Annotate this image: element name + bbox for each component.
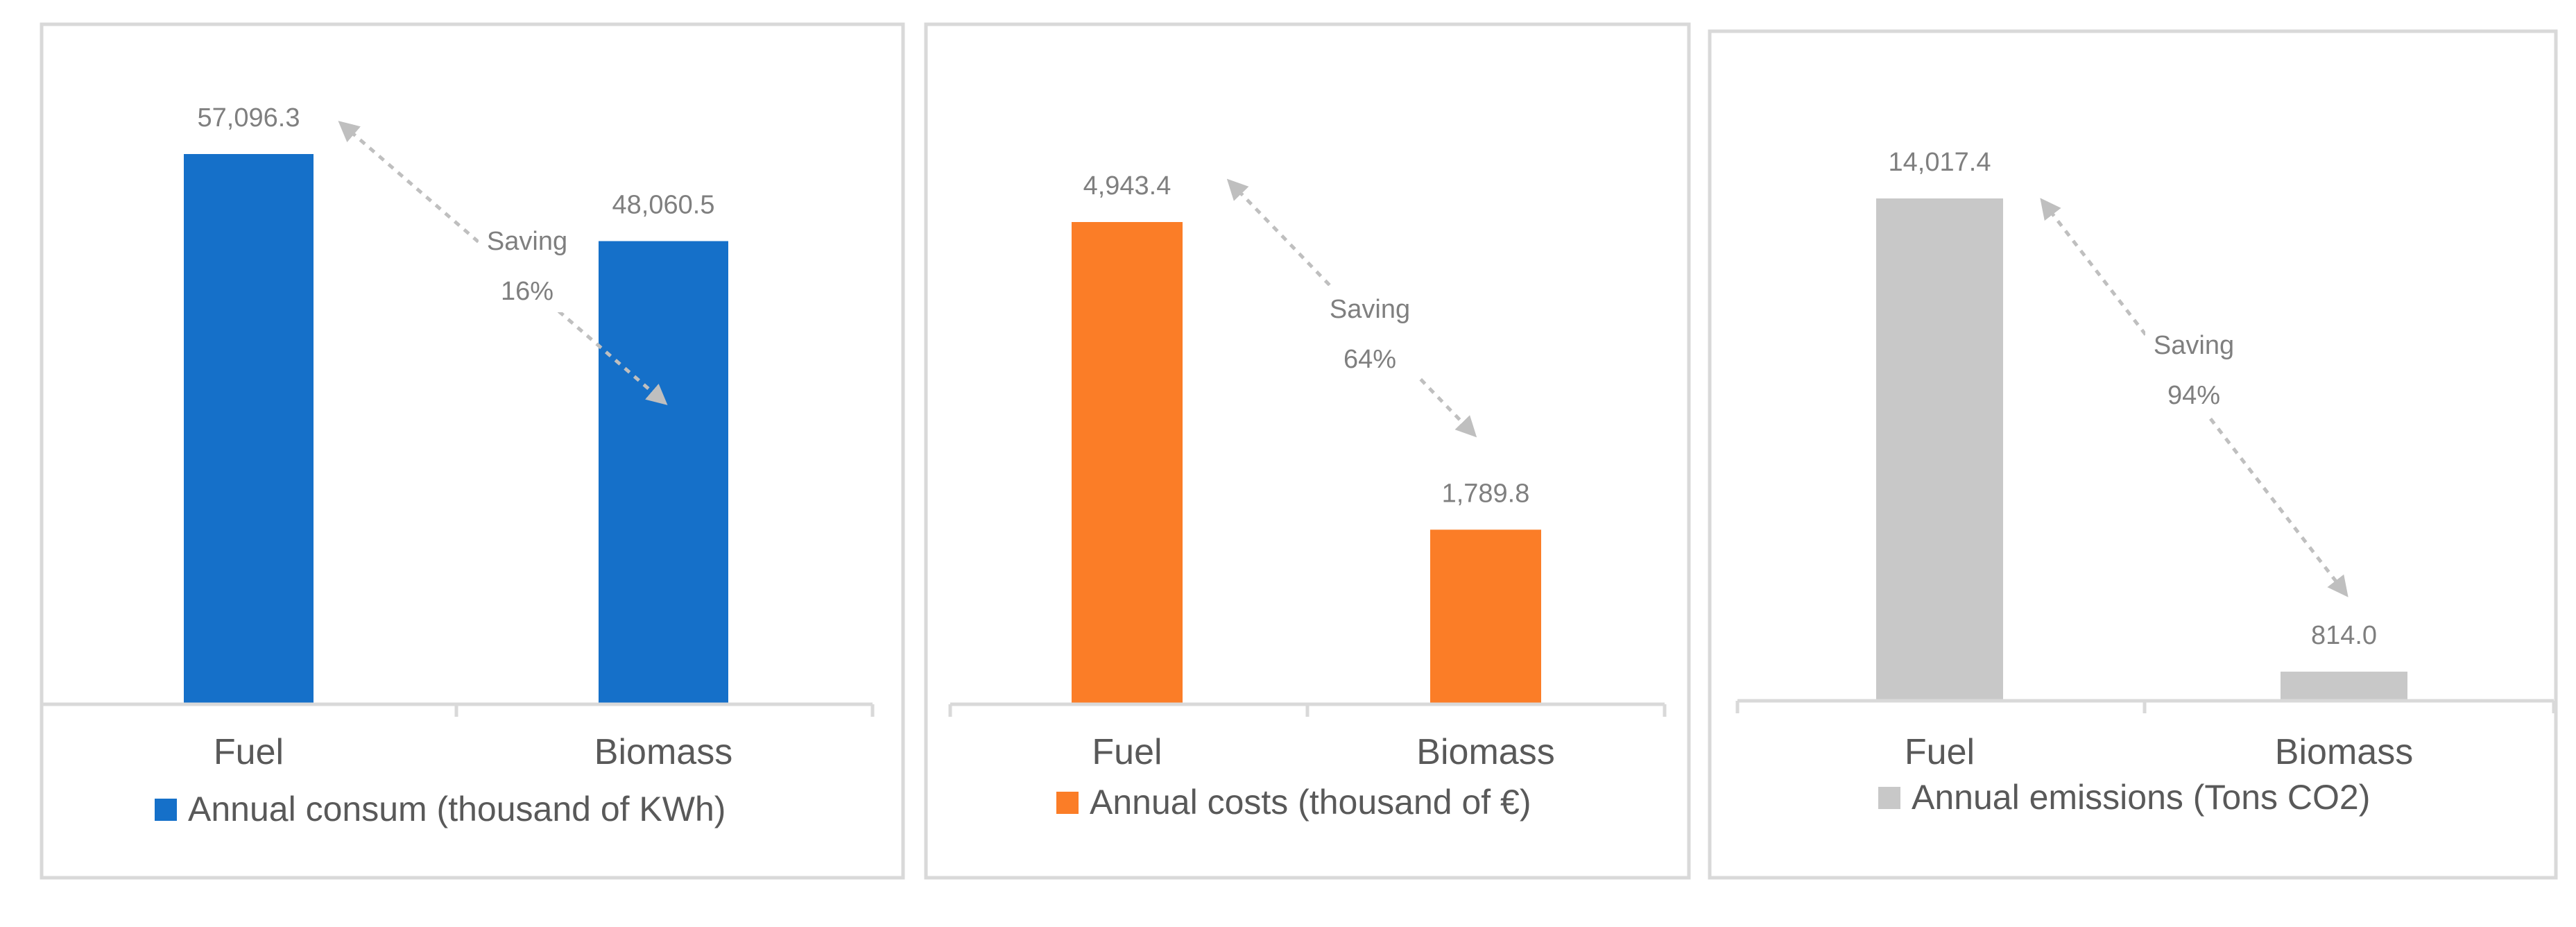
legend-label: Annual costs (thousand of €) <box>1090 783 1531 822</box>
data-label: 14,017.4 <box>1889 148 1991 177</box>
data-label: 814.0 <box>2311 621 2377 650</box>
data-label: 1,789.8 <box>1442 479 1530 508</box>
chart-panel-3: 14,017.4 Fuel 814.0 Biomass Saving 94% Annual … <box>1708 29 2558 880</box>
saving-annotation: Saving <box>2154 331 2234 360</box>
saving-arrow <box>2040 198 2349 597</box>
bar-biomass <box>1430 529 1541 704</box>
chart-frame <box>924 22 1691 880</box>
saving-annotation: Saving <box>487 227 567 256</box>
category-tick-label: Fuel <box>1905 732 1975 772</box>
legend-label: Annual emissions (Tons CO2) <box>1912 778 2370 817</box>
bar-fuel <box>1072 222 1183 704</box>
bar-biomass <box>599 241 728 704</box>
legend-label: Annual consum (thousand of KWh) <box>188 790 725 828</box>
annotation-backdrop <box>2145 322 2242 416</box>
category-tick-label: Biomass <box>2275 732 2413 772</box>
saving-annotation: Saving <box>1330 295 1410 324</box>
legend-swatch <box>1056 792 1079 814</box>
annotation-backdrop <box>1321 286 1418 380</box>
chart-panel-2: 4,943.4 Fuel 1,789.8 Biomass Saving 64% Annual… <box>924 22 1691 880</box>
bar-fuel <box>1876 198 2003 701</box>
saving-percent: 64% <box>1343 345 1396 374</box>
saving-percent: 16% <box>501 277 553 306</box>
legend-swatch <box>155 799 177 821</box>
data-label: 4,943.4 <box>1083 171 1171 201</box>
category-tick-label: Biomass <box>1416 732 1554 772</box>
annotation-backdrop <box>479 218 576 312</box>
category-tick-label: Fuel <box>214 732 284 772</box>
chart-frame <box>40 22 905 880</box>
data-label: 57,096.3 <box>198 103 300 133</box>
bar-fuel <box>184 154 314 704</box>
legend-swatch <box>1878 787 1900 809</box>
saving-percent: 94% <box>2167 381 2220 410</box>
chart-frame <box>1708 29 2558 880</box>
bar-biomass <box>2281 671 2407 701</box>
data-label: 48,060.5 <box>612 190 715 219</box>
category-tick-label: Fuel <box>1092 732 1162 772</box>
chart-panel-1: 57,096.3 Fuel 48,060.5 Biomass Saving 16% Annu… <box>40 22 905 880</box>
category-tick-label: Biomass <box>594 732 732 772</box>
